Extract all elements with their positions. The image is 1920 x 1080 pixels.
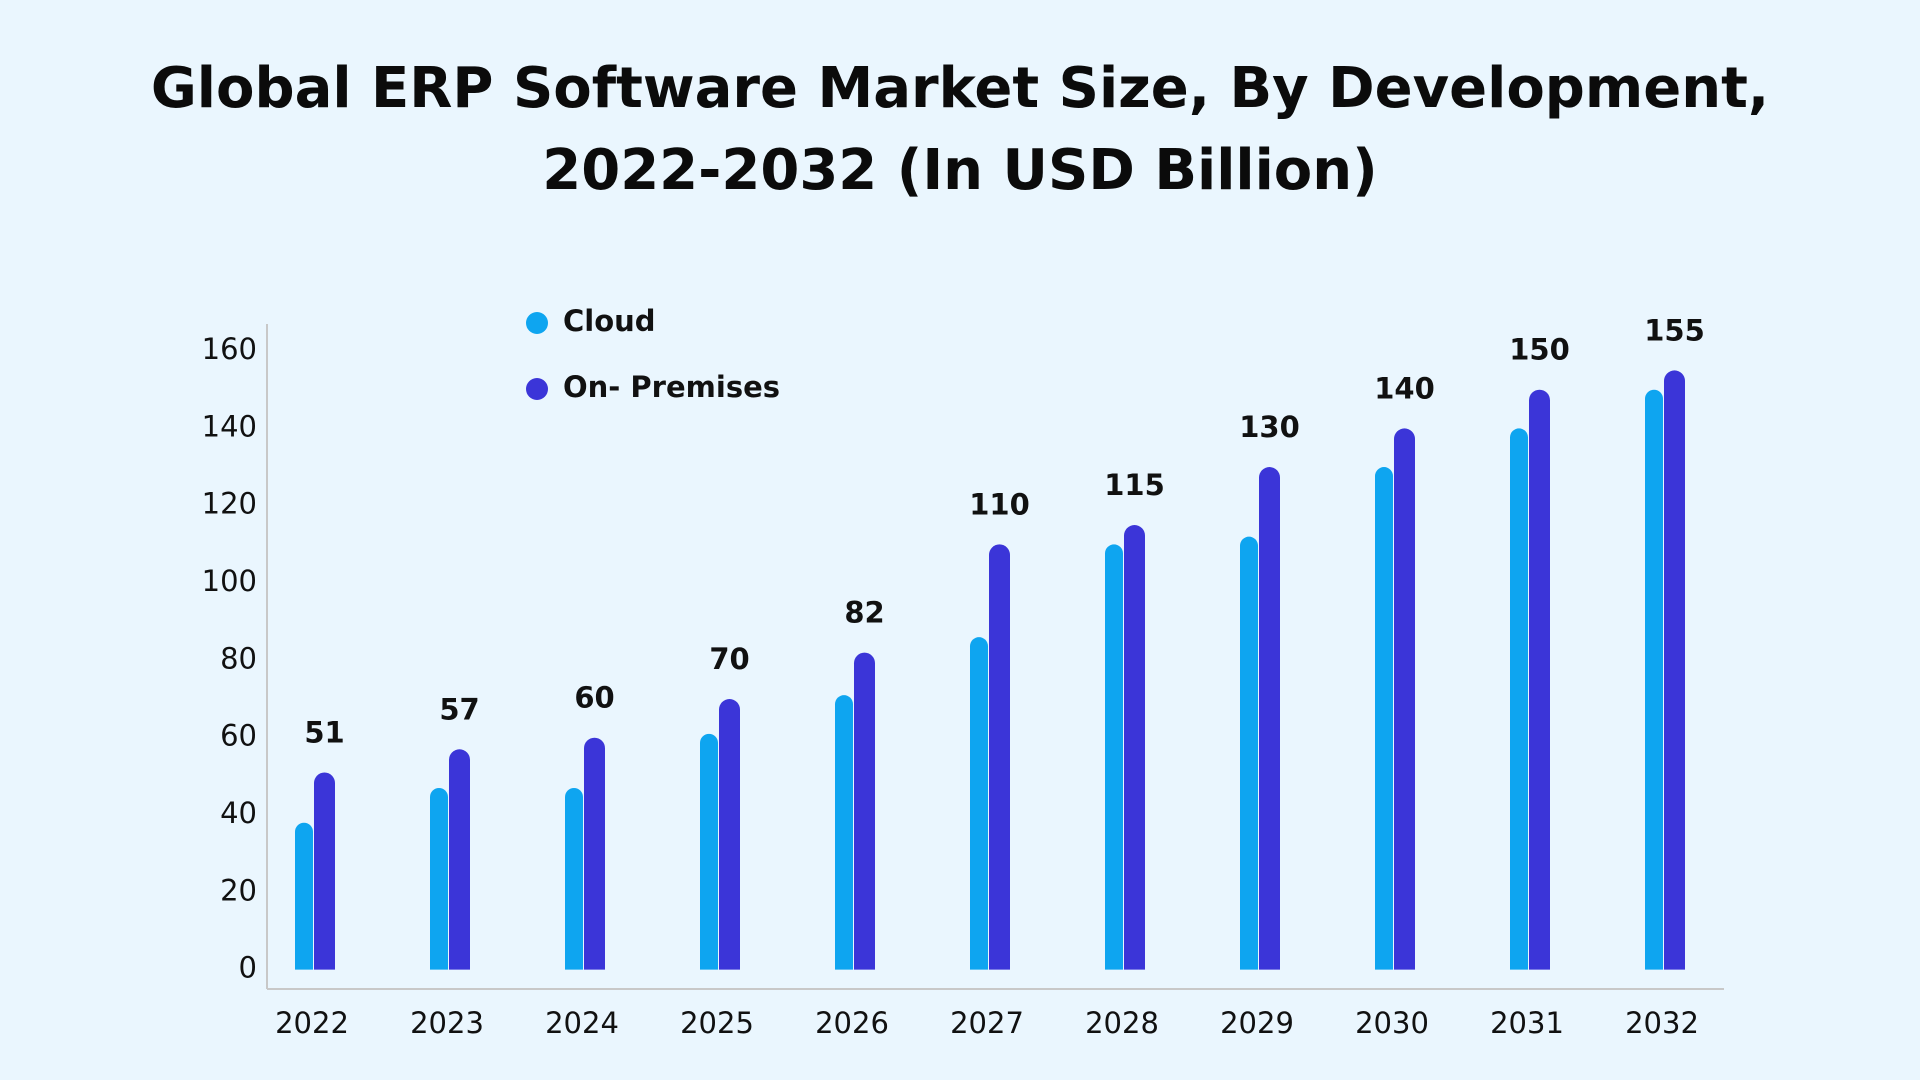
x-tick-label: 2027 [950, 1006, 1024, 1040]
bar [1529, 389, 1550, 970]
x-tick-label: 2031 [1490, 1006, 1564, 1040]
y-tick-label: 100 [202, 564, 257, 598]
y-tick-label: 60 [220, 719, 257, 753]
data-label: 51 [304, 715, 344, 749]
legend-label: On- Premises [563, 370, 780, 404]
bar [1124, 525, 1145, 970]
y-tick-label: 120 [202, 487, 257, 521]
bar [295, 822, 313, 970]
bar [1664, 370, 1685, 970]
data-label: 130 [1239, 410, 1300, 444]
bar [1240, 536, 1258, 970]
data-label: 60 [574, 681, 614, 715]
bar [430, 787, 448, 970]
bar [719, 699, 740, 970]
data-label: 70 [709, 642, 749, 676]
bar [989, 544, 1010, 970]
bar [449, 749, 470, 970]
bar [1645, 389, 1663, 970]
bar [314, 772, 335, 970]
y-tick-label: 160 [202, 332, 257, 366]
x-tick-label: 2023 [410, 1006, 484, 1040]
bar [1375, 467, 1393, 970]
legend-marker [526, 378, 548, 400]
data-label: 140 [1374, 371, 1435, 405]
data-label: 57 [439, 692, 479, 726]
bar [565, 787, 583, 970]
bar [835, 695, 853, 970]
data-label: 115 [1104, 468, 1165, 502]
bar [700, 733, 718, 970]
y-tick-label: 140 [202, 409, 257, 443]
x-tick-label: 2032 [1625, 1006, 1699, 1040]
x-tick-label: 2022 [275, 1006, 349, 1040]
bar [1510, 428, 1528, 970]
x-tick-label: 2028 [1085, 1006, 1159, 1040]
bar [1105, 544, 1123, 970]
data-label: 155 [1644, 313, 1705, 347]
x-tick-label: 2024 [545, 1006, 619, 1040]
x-tick-label: 2025 [680, 1006, 754, 1040]
x-tick-label: 2030 [1355, 1006, 1429, 1040]
y-tick-label: 80 [220, 641, 257, 675]
bar [854, 652, 875, 970]
x-tick-label: 2029 [1220, 1006, 1294, 1040]
x-tick-label: 2026 [815, 1006, 889, 1040]
legend-label: Cloud [563, 304, 656, 338]
legend-marker [526, 312, 548, 334]
bar [1259, 467, 1280, 970]
chart-title: Global ERP Software Market Size, By Deve… [150, 56, 1770, 203]
data-label: 110 [969, 487, 1030, 521]
bar [1394, 428, 1415, 970]
bar [970, 637, 988, 970]
data-label: 82 [844, 596, 884, 630]
y-tick-label: 20 [220, 873, 257, 907]
y-tick-label: 40 [220, 796, 257, 830]
bar [584, 737, 605, 970]
y-tick-label: 0 [239, 951, 257, 985]
data-label: 150 [1509, 333, 1570, 367]
